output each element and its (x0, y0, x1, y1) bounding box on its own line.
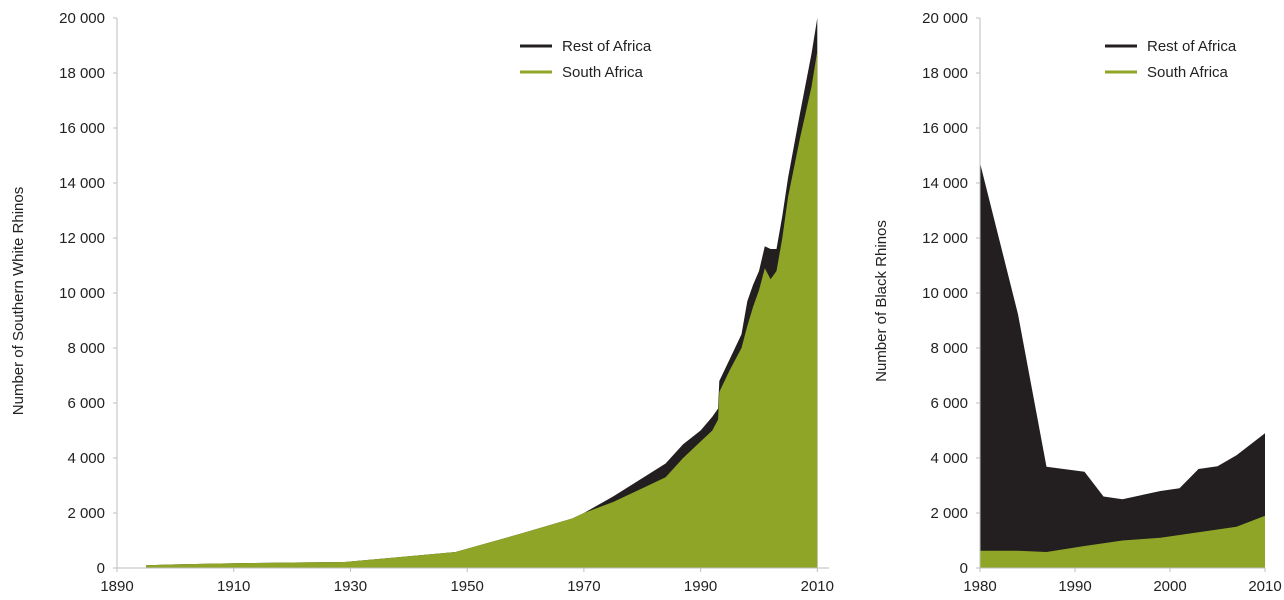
white-rhino-tick-layer: 0 2 000 4 000 6 000 8 000 10 000 12 000 14 000 1… (59, 10, 834, 595)
white-rhino-chart: 0 2 000 4 000 6 000 8 000 10 000 12 000 14 000 1… (10, 10, 834, 595)
black-rhino-legend-label-sa: South Africa (1147, 64, 1229, 81)
black-rhino-chart: 0 2 000 4 000 6 000 8 000 10 000 12 000 14 000 1… (873, 10, 1282, 595)
black-rhino-legend-label-rest: Rest of Africa (1147, 38, 1237, 55)
white-rhino-x-tick-label: 1890 (100, 578, 133, 595)
black-rhino-y-tick-label: 18 000 (922, 65, 968, 82)
white-rhino-y-tick-label: 6 000 (67, 395, 105, 412)
black-rhino-x-tick-label: 2010 (1248, 578, 1281, 595)
white-rhino-legend: Rest of Africa South Africa (520, 38, 652, 81)
black-rhino-y-tick-label: 2 000 (930, 505, 968, 522)
white-rhino-y-tick-label: 4 000 (67, 450, 105, 467)
black-rhino-y-axis-label: Number of Black Rhinos (873, 220, 890, 382)
white-rhino-x-tick-label: 1970 (567, 578, 600, 595)
white-rhino-axis-layer (113, 17, 829, 572)
black-rhino-tick-layer: 0 2 000 4 000 6 000 8 000 10 000 12 000 14 000 1… (922, 10, 1282, 595)
white-rhino-y-tick-label: 2 000 (67, 505, 105, 522)
white-rhino-x-tick-label: 1950 (450, 578, 483, 595)
white-rhino-legend-label-sa: South Africa (562, 64, 644, 81)
black-rhino-y-tick-label: 12 000 (922, 230, 968, 247)
white-rhino-y-tick-label: 20 000 (59, 10, 105, 27)
black-rhino-y-tick-label: 6 000 (930, 395, 968, 412)
white-rhino-legend-label-rest: Rest of Africa (562, 38, 652, 55)
black-rhino-y-tick-label: 20 000 (922, 10, 968, 27)
white-rhino-y-tick-label: 16 000 (59, 120, 105, 137)
white-rhino-y-tick-label: 8 000 (67, 340, 105, 357)
black-rhino-y-tick-label: 16 000 (922, 120, 968, 137)
white-rhino-series-south-africa-area (146, 51, 818, 568)
white-rhino-y-tick-label: 12 000 (59, 230, 105, 247)
black-rhino-y-tick-label: 14 000 (922, 175, 968, 192)
white-rhino-y-tick-label: 10 000 (59, 285, 105, 302)
black-rhino-y-tick-label: 8 000 (930, 340, 968, 357)
white-rhino-y-tick-label: 14 000 (59, 175, 105, 192)
white-rhino-y-tick-label: 0 (97, 560, 105, 577)
black-rhino-x-tick-label: 1990 (1058, 578, 1091, 595)
white-rhino-x-tick-label: 2010 (801, 578, 834, 595)
white-rhino-x-tick-label: 1990 (684, 578, 717, 595)
black-rhino-series-south-africa-area (980, 515, 1265, 568)
black-rhino-y-tick-label: 0 (960, 560, 968, 577)
black-rhino-y-tick-label: 4 000 (930, 450, 968, 467)
black-rhino-x-tick-label: 1980 (963, 578, 996, 595)
white-rhino-x-tick-label: 1910 (217, 578, 250, 595)
black-rhino-y-tick-label: 10 000 (922, 285, 968, 302)
white-rhino-y-tick-label: 18 000 (59, 65, 105, 82)
white-rhino-y-axis-label: Number of Southern White Rhinos (10, 187, 27, 415)
black-rhino-legend: Rest of Africa South Africa (1105, 38, 1237, 81)
black-rhino-series-rest-of-africa-area (980, 162, 1265, 568)
black-rhino-area-layer (980, 162, 1265, 568)
black-rhino-x-tick-label: 2000 (1153, 578, 1186, 595)
black-rhino-axis-layer (976, 17, 1266, 572)
white-rhino-area-layer (146, 18, 818, 568)
white-rhino-x-tick-label: 1930 (334, 578, 367, 595)
